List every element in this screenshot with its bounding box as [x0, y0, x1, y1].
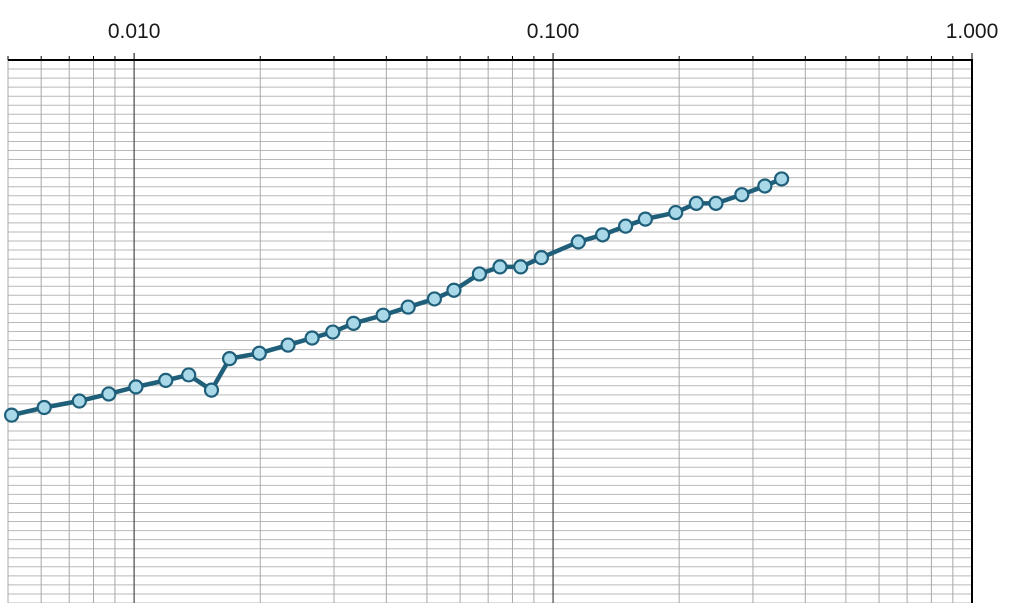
data-point [595, 227, 611, 243]
x-tick-label: 0.100 [527, 20, 580, 43]
data-point [637, 211, 653, 227]
data-point [734, 187, 750, 203]
data-point [471, 266, 487, 282]
data-point [708, 195, 724, 211]
data-point [280, 337, 296, 353]
data-point [304, 330, 320, 346]
data-point [774, 171, 790, 187]
data-point [688, 195, 704, 211]
data-point [251, 345, 267, 361]
data-point [426, 291, 443, 307]
data-point [36, 399, 52, 416]
data-point [492, 259, 508, 275]
vertical-gridlines [7, 60, 954, 603]
data-point [128, 379, 144, 395]
data-point [533, 250, 550, 266]
x-axis-tick-labels: 0.010 0.100 1.000 [108, 20, 998, 43]
data-point [4, 407, 20, 423]
data-point [101, 386, 117, 402]
data-point [570, 234, 586, 250]
data-point [513, 259, 529, 275]
data-point [181, 367, 197, 383]
data-point [221, 351, 238, 367]
data-point [345, 315, 362, 331]
x-tick-label: 0.010 [108, 20, 161, 43]
data-point [400, 299, 416, 315]
data-point [71, 393, 87, 409]
data-point [668, 204, 684, 221]
series-line-group [4, 171, 790, 423]
x-tick-label: 1.000 [946, 20, 999, 43]
data-point [158, 372, 174, 388]
data-point [325, 324, 341, 340]
data-point [618, 218, 634, 234]
data-point [446, 282, 462, 298]
data-point [375, 307, 391, 323]
x-axis-ticks [7, 53, 973, 60]
data-point [203, 382, 220, 398]
data-point [757, 178, 773, 194]
horizontal-gridlines [8, 68, 972, 603]
